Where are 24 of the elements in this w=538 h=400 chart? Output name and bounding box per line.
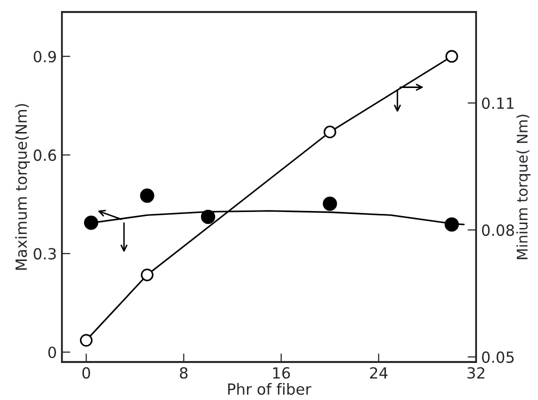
x-tick-label: 24: [370, 367, 388, 378]
y-tick-label: 0: [48, 346, 56, 358]
y2-axis-title: Minium torque( Nm): [516, 114, 531, 260]
point: [322, 196, 338, 211]
y-tick-label: 0.3: [34, 248, 56, 260]
point: [444, 217, 459, 232]
point: [140, 188, 154, 203]
y-tick-label: 0.6: [34, 149, 56, 161]
point: [80, 334, 93, 347]
x-axis-title: Phr of fiber: [228, 383, 312, 395]
y2-tick-label: 0.11: [482, 97, 514, 110]
point: [140, 268, 154, 282]
x-tick-label: 8: [180, 367, 188, 379]
y-tick-label: 0.9: [34, 50, 56, 62]
x-tick-label: 32: [468, 367, 484, 379]
point: [445, 50, 458, 63]
y2-tick-label: 0.08: [482, 224, 514, 236]
y-axis-title: Maximum torque(Nm): [15, 104, 30, 270]
point: [324, 126, 336, 138]
point: [84, 216, 98, 230]
x-tick-label: 16: [273, 367, 290, 379]
x-tick-label: 0: [82, 367, 90, 379]
point: [200, 210, 216, 224]
y2-tick-label: 0.05: [482, 351, 514, 363]
